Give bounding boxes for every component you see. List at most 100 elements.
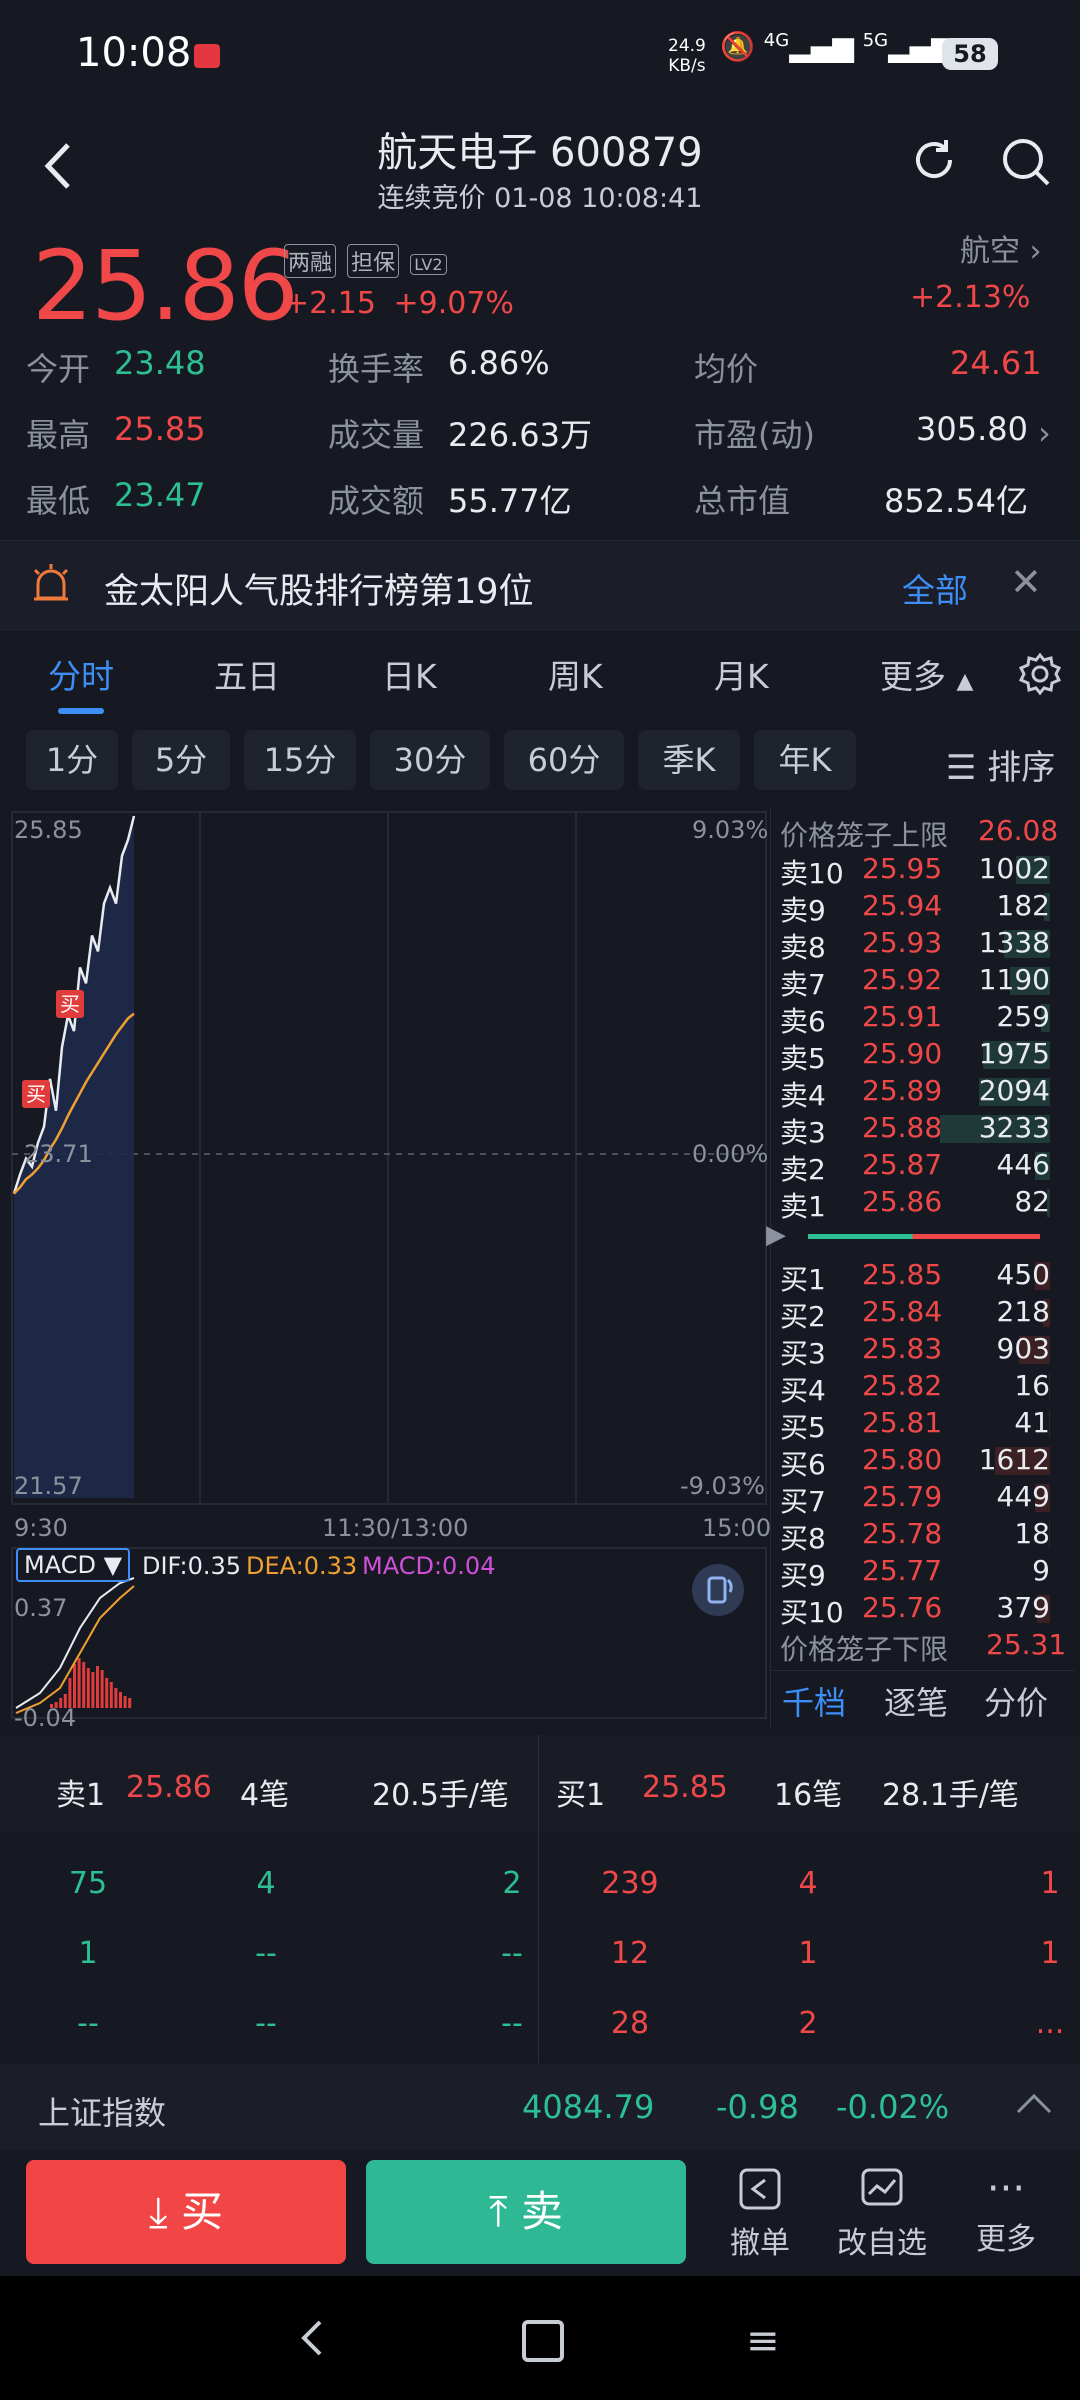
macd-bar: [82, 1662, 86, 1708]
sell-queue-cell: 2: [502, 1866, 522, 1901]
buy-marker[interactable]: 买: [22, 1080, 50, 1108]
bid-level-price[interactable]: 25.77: [862, 1554, 943, 1587]
tab-weekly-k[interactable]: 周K: [548, 657, 603, 696]
period-quarter-k[interactable]: 季K: [638, 730, 740, 790]
period-year-k[interactable]: 年K: [754, 730, 856, 790]
tab-five-day[interactable]: 五日: [214, 657, 280, 696]
nav-recents-icon[interactable]: ≡: [746, 2318, 780, 2364]
tab-monthly-k[interactable]: 月K: [714, 657, 769, 696]
period-30min[interactable]: 30分: [370, 730, 490, 790]
macd-bar: [96, 1666, 99, 1708]
ask-level-price[interactable]: 25.90: [862, 1037, 943, 1070]
tab-thousand-levels[interactable]: 千档: [782, 1684, 847, 1722]
back-button[interactable]: [40, 140, 74, 205]
bid-level-price[interactable]: 25.81: [862, 1406, 943, 1439]
ask-volume-bar: [1047, 1189, 1050, 1217]
period-60min[interactable]: 60分: [504, 730, 624, 790]
macd-bar: [128, 1698, 132, 1708]
nav-back-button[interactable]: [296, 2318, 326, 2362]
bid-level-price[interactable]: 25.85: [862, 1258, 943, 1291]
stat-label: 今开: [26, 350, 91, 388]
macd-bar: [100, 1670, 104, 1708]
cancel-order-button[interactable]: 撤单: [700, 2164, 820, 2262]
bid-level-price[interactable]: 25.76: [862, 1591, 943, 1624]
close-icon[interactable]: ✕: [1010, 560, 1042, 604]
search-button[interactable]: [1000, 136, 1052, 188]
nav-home-icon[interactable]: [522, 2320, 564, 2362]
status-time: 10:08: [76, 30, 192, 76]
triangle-right-icon[interactable]: ▶: [766, 1220, 786, 1250]
ask-level-price[interactable]: 25.95: [862, 852, 943, 885]
index-value: 4084.79: [522, 2088, 655, 2126]
period-15min[interactable]: 15分: [244, 730, 356, 790]
rotate-screen-button[interactable]: [692, 1564, 744, 1616]
period-1min[interactable]: 1分: [26, 730, 118, 790]
sell-queue-cell: --: [77, 2006, 99, 2041]
macd-dif: DIF:0.35: [142, 1552, 242, 1580]
ask-level-price[interactable]: 25.89: [862, 1074, 943, 1107]
tab-tick-by-tick[interactable]: 逐笔: [884, 1684, 949, 1722]
refresh-button[interactable]: [910, 136, 958, 184]
banner-all-link[interactable]: 全部: [902, 571, 968, 610]
bid-level-volume: 450: [996, 1258, 1050, 1291]
stat-market-cap: 852.54亿: [884, 482, 1028, 520]
ask-level-price[interactable]: 25.91: [862, 1000, 943, 1033]
bid-volume-bar: [995, 1447, 1050, 1475]
index-ticker[interactable]: [0, 2064, 1080, 2150]
upper-limit-value: 26.08: [978, 814, 1059, 847]
ask-volume-bar: [1010, 967, 1050, 995]
sort-button[interactable]: ☰ 排序: [946, 740, 1055, 789]
ask-volume-bar: [1004, 930, 1050, 958]
period-5min[interactable]: 5分: [132, 730, 230, 790]
index-name: 上证指数: [38, 2094, 167, 2132]
ask-level-volume: 2094: [978, 1074, 1050, 1107]
settings-button[interactable]: [1018, 652, 1062, 700]
x-axis-end: 15:00: [702, 1514, 772, 1542]
sell-button[interactable]: ⤒ 卖: [366, 2160, 686, 2264]
tab-daily-k[interactable]: 日K: [382, 657, 437, 696]
ask-volume-bar: [940, 1115, 1050, 1143]
bid-level-volume: 9: [1032, 1554, 1050, 1587]
ask-volume-bar: [1035, 1152, 1050, 1180]
tab-intraday[interactable]: 分时: [48, 657, 114, 696]
bid-level-label: 买3: [780, 1337, 826, 1370]
more-button[interactable]: ··· 更多: [946, 2164, 1066, 2258]
expand-button[interactable]: [1014, 2088, 1054, 2122]
ask-level-label: 卖2: [780, 1153, 826, 1186]
gear-icon: [1018, 652, 1062, 696]
chevron-right-icon[interactable]: ›: [1038, 414, 1051, 452]
index-change-pct: -0.02%: [836, 2088, 950, 2126]
bid-level-price[interactable]: 25.78: [862, 1517, 943, 1550]
ask-level-price[interactable]: 25.94: [862, 889, 943, 922]
pct-axis-max: 9.03%: [692, 816, 769, 844]
sell-queue-cell: 4: [256, 1866, 276, 1901]
bid-level-price[interactable]: 25.79: [862, 1480, 943, 1513]
buy-marker[interactable]: 买: [56, 990, 84, 1018]
ask-level-price[interactable]: 25.93: [862, 926, 943, 959]
intraday-chart[interactable]: [0, 808, 770, 1728]
chevron-up-icon: [1016, 2093, 1052, 2114]
y-axis-min: 21.57: [14, 1472, 83, 1500]
bid-level-price[interactable]: 25.83: [862, 1332, 943, 1365]
bid-level-price[interactable]: 25.84: [862, 1295, 943, 1328]
ask-level-price[interactable]: 25.86: [862, 1185, 943, 1218]
ranking-banner[interactable]: [0, 540, 1080, 630]
buy-button[interactable]: ⤓ 买: [26, 2160, 346, 2264]
tab-more[interactable]: 更多 ▲: [880, 650, 973, 698]
ask-level-price[interactable]: 25.92: [862, 963, 943, 996]
bid-level-price[interactable]: 25.80: [862, 1443, 943, 1476]
ask-level-price[interactable]: 25.88: [862, 1111, 943, 1144]
macd-bar: [109, 1682, 113, 1708]
bid-volume-bar: [1035, 1484, 1050, 1512]
ask-level-volume: 1002: [978, 852, 1050, 885]
stat-label: 总市值: [694, 482, 791, 520]
bid-level-price[interactable]: 25.82: [862, 1369, 943, 1402]
edit-watchlist-button[interactable]: 改自选: [822, 2164, 942, 2262]
notification-app-icon: [194, 44, 220, 68]
macd-selector[interactable]: MACD ▼: [16, 1548, 131, 1582]
ask-level-price[interactable]: 25.87: [862, 1148, 943, 1181]
stat-pe[interactable]: 305.80: [916, 410, 1028, 448]
sector-link[interactable]: 航空 ›: [960, 226, 1042, 270]
price-series-line: [12, 815, 136, 1194]
tab-price-distribution[interactable]: 分价: [984, 1684, 1049, 1722]
